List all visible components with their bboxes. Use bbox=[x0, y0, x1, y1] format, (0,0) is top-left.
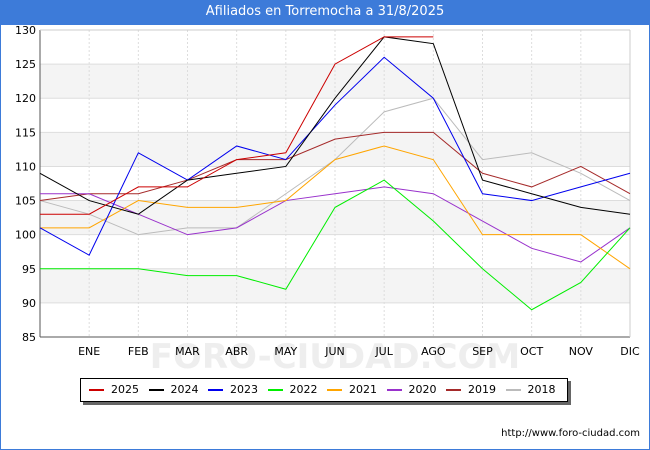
axes bbox=[39, 29, 631, 338]
legend-swatch bbox=[386, 389, 402, 391]
series-line-2019 bbox=[39, 131, 631, 202]
legend-item-2024: 2024 bbox=[148, 379, 209, 401]
x-tick-label: SEP bbox=[472, 345, 493, 358]
x-tick-label: DIC bbox=[620, 345, 640, 358]
x-tick-label: FEB bbox=[128, 345, 149, 358]
x-tick-label: ABR bbox=[225, 345, 248, 358]
grid-band bbox=[40, 64, 630, 99]
x-tick-labels: ENE FEB MAR ABR MAY JUN JUL AGO SEP OCT NOV DIC bbox=[78, 345, 640, 358]
grid-band bbox=[40, 268, 630, 303]
y-tick-label: 130 bbox=[15, 24, 36, 37]
series-line-2022 bbox=[40, 179, 631, 311]
y-tick-label: 95 bbox=[22, 263, 36, 276]
y-tick-label: 105 bbox=[15, 195, 36, 208]
y-tick-label: 110 bbox=[15, 160, 36, 173]
legend-swatch bbox=[89, 389, 104, 391]
y-tick-label: 125 bbox=[15, 58, 36, 71]
legend-item-2019: 2019 bbox=[446, 379, 506, 401]
legend-swatch bbox=[267, 389, 283, 391]
legend-label: 2019 bbox=[468, 383, 496, 396]
legend-swatch bbox=[505, 389, 521, 391]
series-lines bbox=[39, 36, 631, 311]
legend-item-2025: 2025 bbox=[89, 379, 149, 401]
grid-band bbox=[40, 132, 630, 167]
legend-label: 2024 bbox=[170, 383, 199, 396]
legend-swatch bbox=[446, 389, 461, 391]
chart-title: Afiliados en Torremocha a 31/8/2025 bbox=[0, 0, 650, 24]
legend-label: 2023 bbox=[230, 383, 258, 396]
series-line-2021 bbox=[40, 145, 631, 270]
y-tick-label: 100 bbox=[15, 229, 36, 242]
x-tick-label: MAR bbox=[175, 345, 200, 358]
y-tick-labels: 85 90 95 100 105 110 115 120 125 130 bbox=[15, 24, 36, 344]
y-tick-label: 115 bbox=[15, 126, 36, 139]
legend-item-2022: 2022 bbox=[267, 379, 328, 401]
legend-item-2018: 2018 bbox=[505, 379, 566, 401]
x-tick-label: JUL bbox=[374, 345, 393, 358]
x-tick-label: NOV bbox=[569, 345, 594, 358]
x-tick-label: JUN bbox=[324, 345, 345, 358]
legend-label: 2022 bbox=[289, 383, 318, 396]
legend-label: 2025 bbox=[111, 383, 139, 396]
x-tick-label: MAY bbox=[274, 345, 297, 358]
source-url[interactable]: http://www.foro-ciudad.com bbox=[501, 428, 640, 439]
legend-label: 2018 bbox=[527, 383, 556, 396]
legend: 2025 2024 2023 2022 2021 2020 2019 2018 bbox=[80, 378, 568, 402]
series-line-2024 bbox=[39, 36, 631, 215]
legend-label: 2021 bbox=[349, 383, 377, 396]
legend-swatch bbox=[148, 389, 164, 391]
y-tick-label: 85 bbox=[22, 331, 36, 344]
legend-swatch bbox=[327, 389, 342, 391]
legend-label: 2020 bbox=[408, 383, 437, 396]
legend-swatch bbox=[208, 389, 223, 391]
watermark: FORO-CIUDAD.COM bbox=[150, 337, 521, 377]
series-line-2023 bbox=[39, 56, 631, 256]
series-line-2025 bbox=[40, 36, 434, 215]
y-tick-label: 120 bbox=[15, 92, 36, 105]
x-tick-label: OCT bbox=[520, 345, 543, 358]
x-tick-label: ENE bbox=[78, 345, 100, 358]
legend-item-2023: 2023 bbox=[208, 379, 268, 401]
x-tick-label: AGO bbox=[421, 345, 446, 358]
y-tick-label: 90 bbox=[22, 297, 36, 310]
legend-item-2021: 2021 bbox=[327, 379, 387, 401]
legend-item-2020: 2020 bbox=[386, 379, 447, 401]
